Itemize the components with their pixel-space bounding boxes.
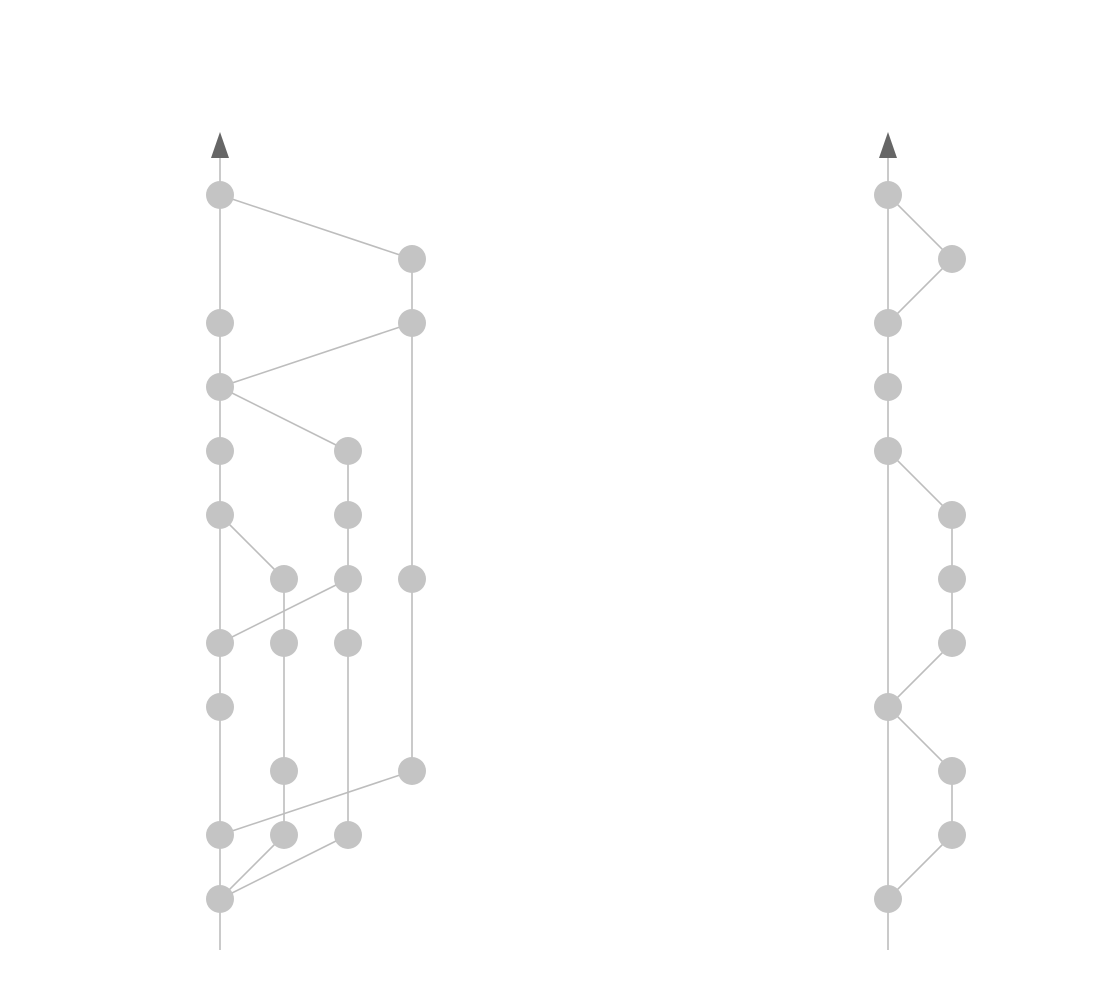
merge-edge: [219, 386, 349, 452]
branch-edge: [219, 834, 285, 900]
commit-graph-left: [206, 132, 426, 950]
commit-node: [334, 501, 362, 529]
commit-node: [206, 821, 234, 849]
commit-node: [206, 885, 234, 913]
commit-node: [938, 757, 966, 785]
commit-node: [206, 181, 234, 209]
arrow-head: [211, 132, 229, 158]
arrow-head: [879, 132, 897, 158]
branch-edge: [219, 834, 349, 900]
commit-node: [206, 501, 234, 529]
commit-node: [874, 693, 902, 721]
commit-nodes: [874, 181, 966, 913]
commit-graph-right: [874, 132, 966, 950]
commit-node: [874, 885, 902, 913]
commit-node: [334, 565, 362, 593]
merge-edge: [219, 514, 285, 580]
commit-nodes: [206, 181, 426, 913]
commit-node: [206, 693, 234, 721]
branch-edge: [887, 706, 953, 900]
commit-node: [334, 821, 362, 849]
commit-node: [206, 629, 234, 657]
commit-node: [938, 245, 966, 273]
commit-node: [206, 309, 234, 337]
commit-node: [398, 757, 426, 785]
commit-node: [874, 181, 902, 209]
commit-node: [874, 309, 902, 337]
commit-node: [938, 629, 966, 657]
merge-edge: [219, 194, 413, 260]
commit-node: [398, 309, 426, 337]
commit-node: [398, 245, 426, 273]
merge-edge: [219, 322, 413, 388]
commit-node: [270, 565, 298, 593]
merge-edge: [219, 578, 349, 644]
commit-node: [398, 565, 426, 593]
commit-node: [938, 821, 966, 849]
commit-node: [874, 373, 902, 401]
commit-node: [206, 373, 234, 401]
commit-node: [938, 565, 966, 593]
merge-edge: [219, 770, 413, 836]
commit-node: [334, 437, 362, 465]
commit-node: [334, 629, 362, 657]
commit-node: [206, 437, 234, 465]
commit-node: [874, 437, 902, 465]
commit-node: [270, 821, 298, 849]
commit-node: [270, 629, 298, 657]
commit-node: [938, 501, 966, 529]
commit-node: [270, 757, 298, 785]
